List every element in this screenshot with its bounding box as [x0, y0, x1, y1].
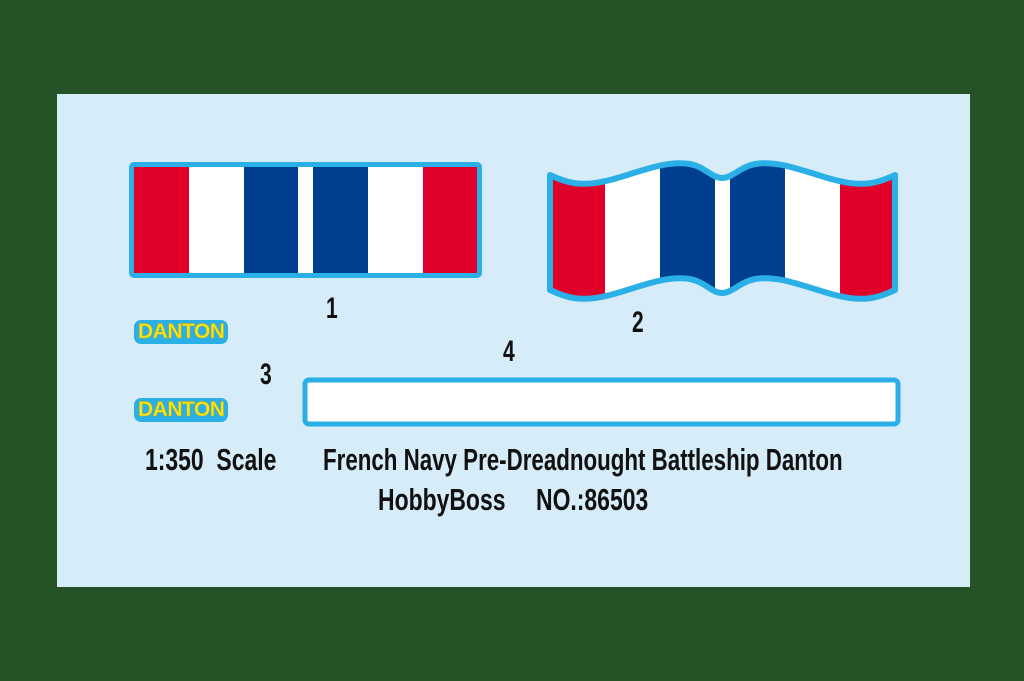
label-1: 1	[326, 292, 338, 325]
label-4: 4	[503, 335, 515, 368]
decal-2-waving-flag	[547, 160, 898, 302]
decal-3-name-top: DANTON	[134, 320, 229, 344]
kit-number: NO.:86503	[536, 482, 649, 517]
label-2: 2	[632, 306, 644, 339]
decal-1-tricolor-flag	[129, 162, 482, 278]
label-3: 3	[260, 358, 272, 391]
kit-title: French Navy Pre-Dreadnought Battleship D…	[323, 442, 843, 477]
scale-text: 1:350 Scale	[145, 442, 277, 477]
decal-3-name-bottom: DANTON	[134, 398, 229, 422]
decal-4-white-strip	[302, 377, 901, 427]
brand-name: HobbyBoss	[378, 482, 506, 517]
